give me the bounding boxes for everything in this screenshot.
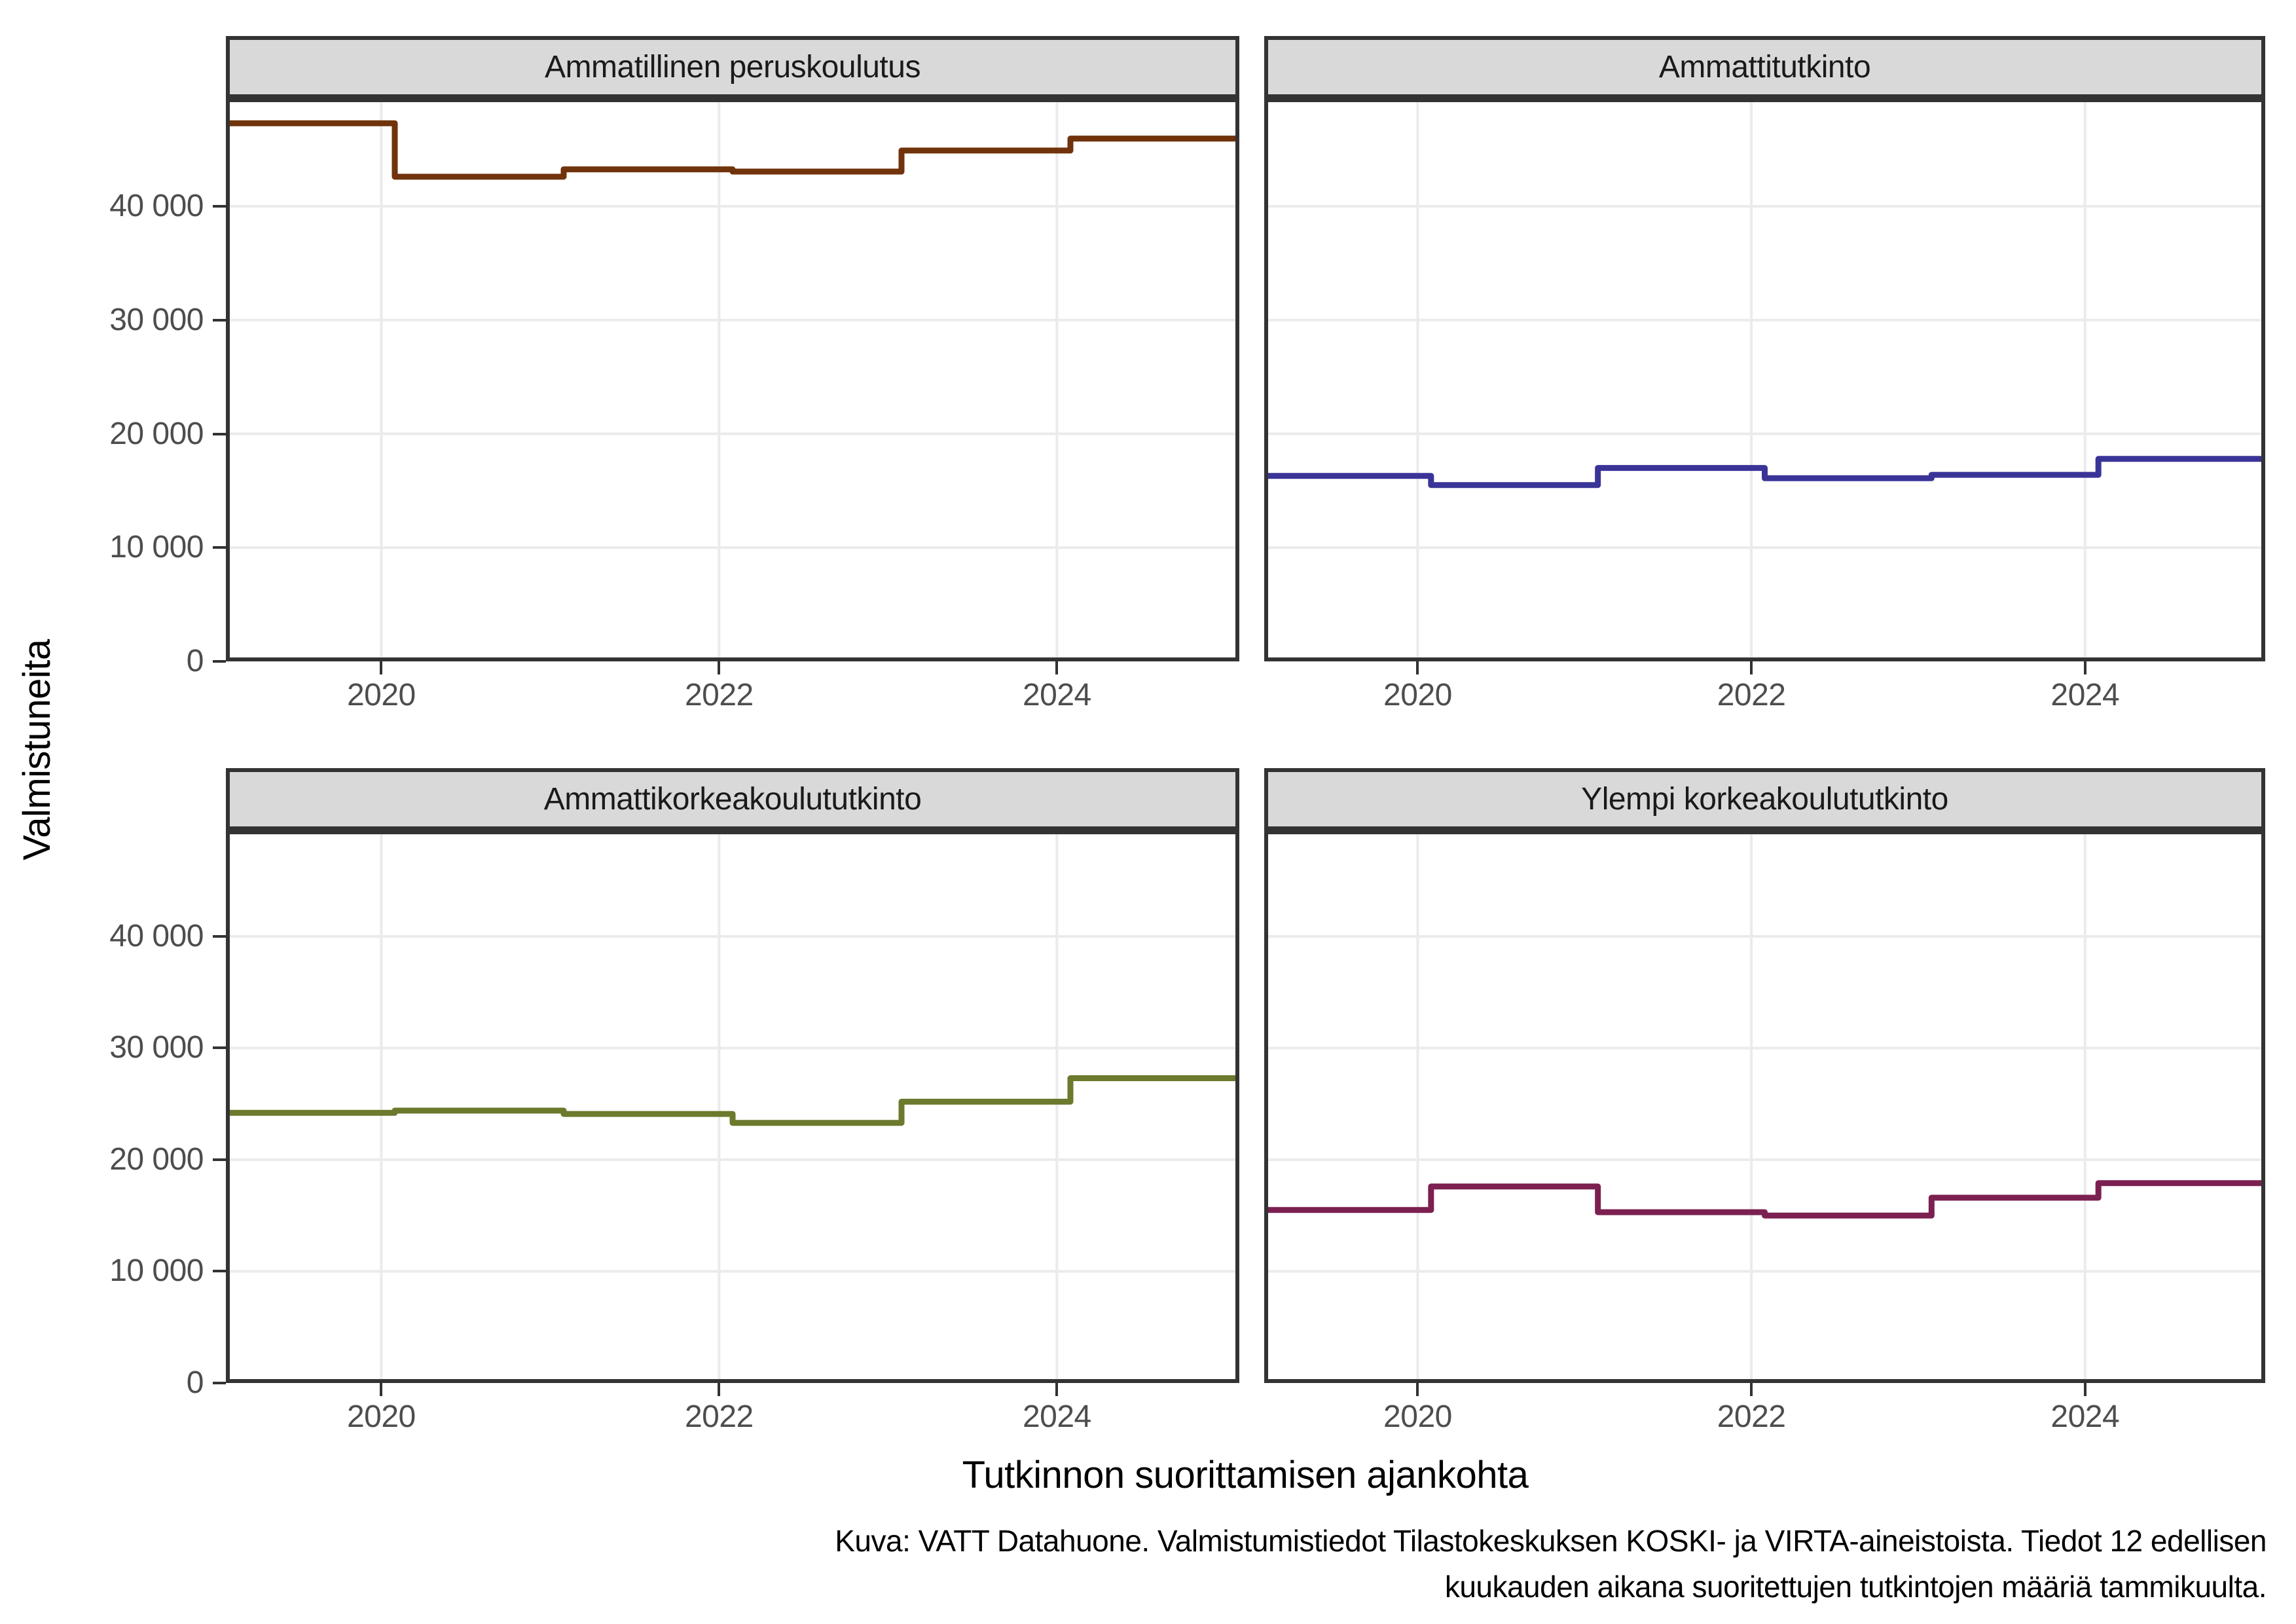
facet-strip: Ammattikorkeakoulututkinto [226, 768, 1239, 830]
facet-strip: Ammatillinen peruskoulutus [226, 36, 1239, 98]
y-tick-mark [213, 660, 226, 663]
x-tick-mark [1750, 661, 1753, 674]
x-tick-mark [380, 661, 383, 674]
facet-strip: Ylempi korkeakoulututkinto [1264, 768, 2265, 830]
y-tick-mark [213, 205, 226, 208]
facet-panel [226, 830, 1239, 1383]
x-tick-label: 2020 [1383, 1399, 1452, 1434]
y-tick-mark [213, 1382, 226, 1384]
x-tick-label: 2022 [1717, 1399, 1786, 1434]
x-tick-mark [380, 1383, 383, 1396]
panel-border [1264, 830, 2265, 1383]
y-tick-label: 0 [186, 1365, 204, 1400]
step-line-plot [226, 98, 1239, 661]
x-tick-label: 2022 [684, 1399, 754, 1434]
panel-border [226, 830, 1239, 1383]
y-tick-label: 10 000 [109, 1253, 204, 1289]
facet-panel [1264, 830, 2265, 1383]
x-tick-label: 2022 [1717, 678, 1786, 712]
facet-title: Ammattitutkinto [1658, 50, 1871, 84]
facet-panel [226, 98, 1239, 661]
x-axis-title: Tutkinnon suorittamisen ajankohta [962, 1454, 1529, 1496]
y-tick-label: 40 000 [109, 189, 204, 224]
caption-line-2: kuukauden aikana suoritettujen tutkintoj… [1444, 1570, 2267, 1604]
panel-border [1264, 98, 2265, 661]
panel-border [226, 98, 1239, 661]
x-tick-label: 2024 [1022, 678, 1091, 712]
step-line-plot [1264, 830, 2265, 1383]
y-tick-label: 30 000 [109, 302, 204, 337]
x-tick-label: 2020 [1383, 678, 1452, 712]
x-tick-mark [2083, 1383, 2086, 1396]
caption: Kuva: VATT Datahuone. Valmistumistiedot … [172, 1518, 2267, 1610]
facet-title: Ylempi korkeakoulututkinto [1581, 782, 1948, 817]
y-tick-label: 10 000 [109, 530, 204, 565]
facet-title: Ammatillinen peruskoulutus [545, 50, 920, 84]
y-tick-mark [213, 1046, 226, 1050]
y-tick-mark [213, 1158, 226, 1161]
x-tick-label: 2022 [684, 678, 754, 712]
x-tick-mark [1416, 661, 1419, 674]
x-tick-mark [1750, 1383, 1753, 1396]
x-tick-label: 2024 [2050, 1399, 2120, 1434]
facet-panel [1264, 98, 2265, 661]
x-tick-label: 2020 [346, 678, 416, 712]
step-line [1264, 456, 2265, 489]
y-tick-mark [213, 432, 226, 435]
y-tick-mark [213, 1270, 226, 1273]
x-tick-label: 2020 [346, 1399, 416, 1434]
x-tick-mark [718, 661, 721, 674]
y-tick-mark [213, 318, 226, 322]
step-line-plot [226, 830, 1239, 1383]
step-line [226, 1075, 1239, 1126]
y-tick-mark [213, 934, 226, 938]
caption-line-1: Kuva: VATT Datahuone. Valmistumistiedot … [835, 1524, 2267, 1558]
facet-title: Ammattikorkeakoulututkinto [543, 782, 922, 817]
y-tick-mark [213, 546, 226, 549]
step-line-plot [1264, 98, 2265, 661]
y-tick-label: 40 000 [109, 918, 204, 953]
y-tick-label: 20 000 [109, 1141, 204, 1177]
x-tick-mark [1055, 661, 1059, 674]
step-line [226, 120, 1239, 180]
y-tick-label: 20 000 [109, 416, 204, 451]
y-tick-label: 30 000 [109, 1030, 204, 1065]
x-tick-mark [2083, 661, 2086, 674]
x-tick-mark [1055, 1383, 1059, 1396]
x-tick-label: 2024 [2050, 678, 2120, 712]
step-line [1264, 1180, 2265, 1219]
y-tick-label: 0 [186, 644, 204, 678]
facet-strip: Ammattitutkinto [1264, 36, 2265, 98]
x-tick-mark [1416, 1383, 1419, 1396]
x-tick-label: 2024 [1022, 1399, 1091, 1434]
x-tick-mark [718, 1383, 721, 1396]
